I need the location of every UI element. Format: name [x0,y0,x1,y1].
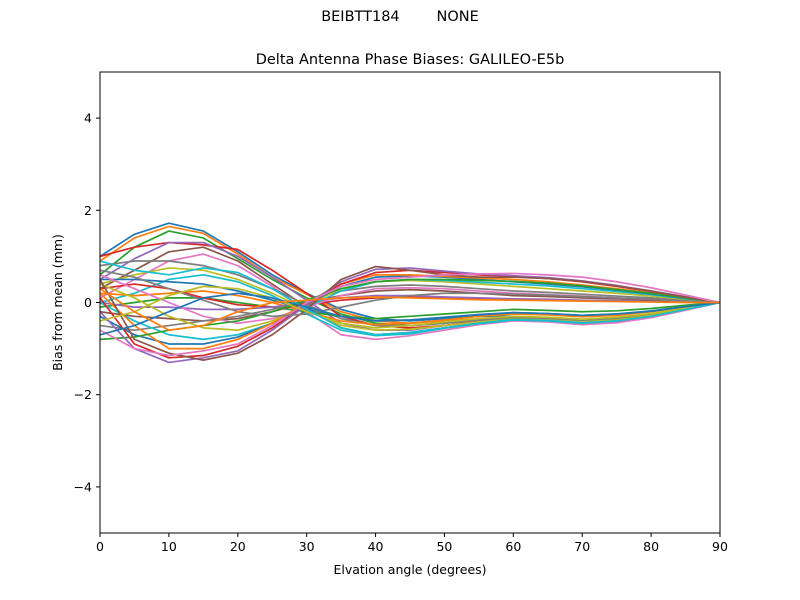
series-line-12 [99,290,721,326]
chart-title: Delta Antenna Phase Biases: GALILEO-E5b [256,52,565,68]
y-tick-label: 4 [84,111,92,126]
x-tick-label: 70 [574,539,590,554]
x-tick-label: 60 [505,539,521,554]
series-line-26 [99,265,721,361]
y-tick-label: −2 [74,387,92,402]
y-tick-label: −4 [74,479,92,494]
series-line-18 [99,284,721,332]
y-axis: −4 −2 0 2 4 [74,111,100,494]
x-axis: 0 10 20 30 40 50 60 70 80 90 [96,533,728,554]
y-tick-label: 0 [84,295,92,310]
x-tick-label: 0 [96,539,104,554]
x-tick-label: 80 [643,539,659,554]
x-tick-label: 20 [230,539,246,554]
y-axis-label: Bias from mean (mm) [50,234,65,371]
x-tick-label: 90 [712,539,728,554]
x-tick-label: 30 [299,539,315,554]
series-line-9 [99,267,721,332]
series-line-32 [99,287,720,332]
x-tick-label: 40 [368,539,384,554]
figure-suptitle: BEIBTT184 NONE [321,9,479,25]
series-line-22 [99,273,721,350]
series-line-7 [99,253,721,341]
series-line-29 [99,285,721,329]
series-line-28 [99,269,721,318]
series-line-31 [99,292,721,336]
x-tick-label: 50 [436,539,452,554]
x-axis-label: Elvation angle (degrees) [333,562,486,577]
series-line-1 [99,222,721,322]
series-line-19 [99,279,721,332]
y-tick-label: 2 [84,203,92,218]
series-line-30 [99,260,721,336]
series-layer [99,222,721,364]
series-line-27 [99,272,721,357]
x-tick-label: 10 [161,539,177,554]
